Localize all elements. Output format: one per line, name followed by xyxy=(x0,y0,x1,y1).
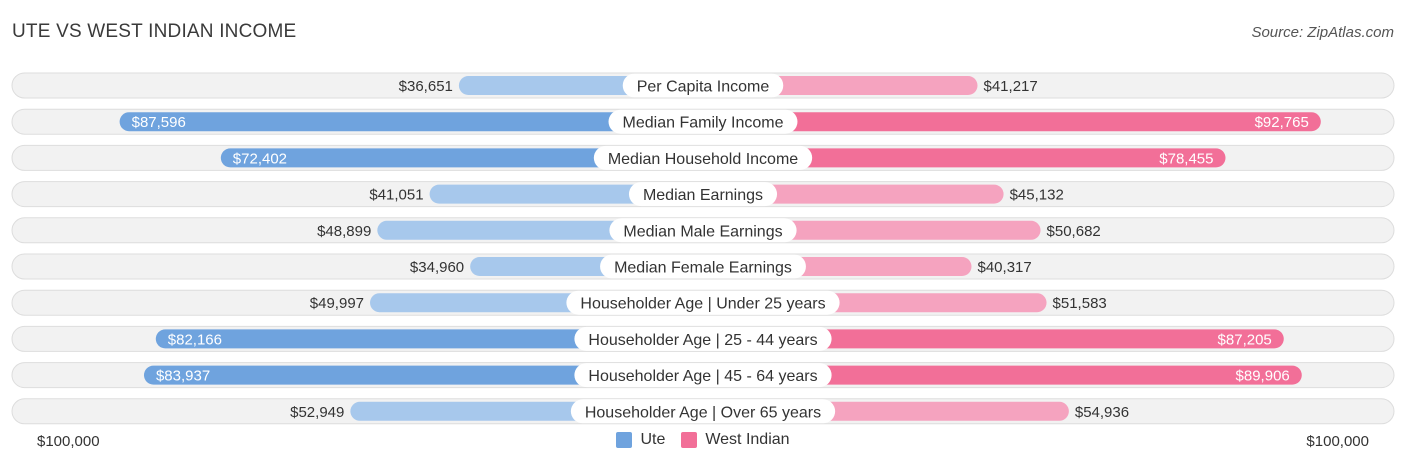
value-label-ute: $41,051 xyxy=(369,187,423,204)
value-label-west-indian: $50,682 xyxy=(1047,223,1101,240)
bar-ute xyxy=(143,365,703,385)
value-label-ute: $36,651 xyxy=(399,78,453,95)
category-label: Median Male Earnings xyxy=(623,223,782,240)
category-label: Per Capita Income xyxy=(637,79,770,96)
category-pill xyxy=(574,326,832,351)
category-label: Median Family Income xyxy=(623,115,784,132)
legend-swatch-west-indian xyxy=(681,432,698,448)
value-label-west-indian: $89,906 xyxy=(1236,368,1290,385)
bar-ute xyxy=(155,329,704,349)
bar-west-indian xyxy=(703,329,1284,349)
source-note: Source: ZipAtlas.com xyxy=(1251,24,1394,41)
value-label-west-indian: $51,583 xyxy=(1053,295,1107,312)
category-pill xyxy=(600,254,806,279)
value-label-west-indian: $41,217 xyxy=(984,78,1038,95)
axis-label-right: $100,000 xyxy=(1306,433,1369,450)
legend-label-west-indian: West Indian xyxy=(705,431,790,448)
value-label-ute: $72,402 xyxy=(233,150,287,167)
value-label-ute: $49,997 xyxy=(310,295,364,312)
legend: Ute West Indian xyxy=(0,431,1406,449)
value-label-ute: $48,899 xyxy=(317,223,371,240)
value-label-west-indian: $92,765 xyxy=(1255,114,1309,131)
category-label: Householder Age | Under 25 years xyxy=(580,296,825,313)
legend-swatch-ute xyxy=(616,432,633,448)
value-label-west-indian: $87,205 xyxy=(1218,331,1272,348)
category-pill xyxy=(574,363,832,388)
value-label-ute: $34,960 xyxy=(410,259,464,276)
category-pill xyxy=(608,109,798,134)
value-label-west-indian: $54,936 xyxy=(1075,404,1129,421)
category-pill xyxy=(622,73,784,98)
value-label-ute: $82,166 xyxy=(168,331,222,348)
axis-label-left: $100,000 xyxy=(37,433,100,450)
category-pill xyxy=(593,145,813,170)
bar-west-indian xyxy=(703,365,1302,385)
value-label-ute: $52,949 xyxy=(290,404,344,421)
legend-label-ute: Ute xyxy=(640,431,666,448)
category-pill xyxy=(609,218,797,243)
bar-ute xyxy=(119,112,703,132)
bar-west-indian xyxy=(703,184,1004,204)
bar-west-indian xyxy=(703,148,1226,168)
value-label-west-indian: $40,317 xyxy=(978,259,1032,276)
category-label: Householder Age | 45 - 64 years xyxy=(588,368,817,385)
category-label: Median Female Earnings xyxy=(614,260,792,277)
category-label: Householder Age | Over 65 years xyxy=(585,404,821,421)
category-pill xyxy=(628,182,778,207)
bar-ute xyxy=(220,148,703,168)
chart-title: UTE VS WEST INDIAN INCOME xyxy=(12,21,297,42)
category-label: Median Household Income xyxy=(608,151,798,168)
value-label-ute: $83,937 xyxy=(156,368,210,385)
diverging-bar-chart: $36,651 $41,217 Per Capita Income $87,596 $9… xyxy=(11,72,1395,425)
value-label-west-indian: $78,455 xyxy=(1159,150,1213,167)
bar-west-indian xyxy=(703,112,1321,132)
legend-item-ute: Ute xyxy=(616,431,665,449)
category-label: Householder Age | 25 - 44 years xyxy=(588,332,817,349)
legend-item-west-indian: West Indian xyxy=(681,431,790,449)
value-label-ute: $87,596 xyxy=(132,114,186,131)
category-pill xyxy=(566,290,840,315)
value-label-west-indian: $45,132 xyxy=(1010,187,1064,204)
category-label: Median Earnings xyxy=(643,187,763,204)
category-pill xyxy=(570,399,836,424)
